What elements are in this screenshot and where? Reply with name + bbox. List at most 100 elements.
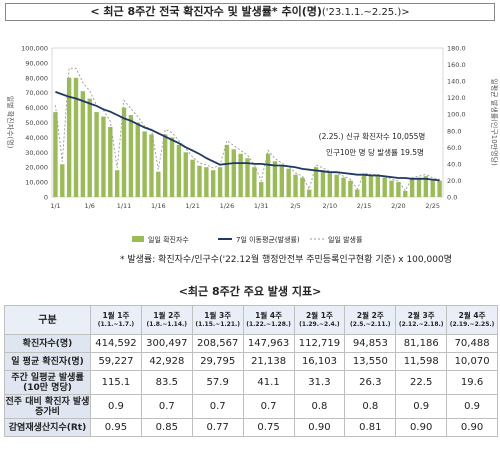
daily-cases-bar [204,167,209,197]
daily-cases-bar [423,176,429,197]
daily-cases-bar [361,174,367,197]
table-cell: 94,853 [344,334,397,353]
right-tick-label: 120.0 [447,94,466,102]
daily-cases-bar [197,165,202,197]
table-cell: 208,567 [191,334,244,353]
table-cell: 414,592 [90,334,142,353]
table-cell: 42,928 [140,352,193,371]
right-axis-label: 일평균 발생률(인구10만명당) [490,78,499,166]
daily-cases-chart: 일별 확진자수(명) 일평균 발생률(인구10만명당) 0 10,000 20,00… [6,45,499,245]
daily-cases-bar [108,126,113,197]
moving-average-line [55,91,440,182]
daily-cases-bar [286,168,291,197]
col-range: (1.22.~1.28.) [246,321,291,328]
x-tick-label: 1/1 [50,202,60,210]
x-tick-label: 2/25 [425,202,440,210]
table-cell: 112,719 [293,334,346,353]
table-cell: 0.9 [395,394,448,419]
daily-cases-bar [389,180,394,197]
col-week: 1월 1주 [102,311,130,320]
left-tick-label: 20,000 [25,164,48,172]
left-tick-label: 70,000 [25,89,48,97]
daily-cases-bar [128,115,134,197]
left-tick-label: 100,000 [21,45,48,53]
indicator-table: 구분 1월 1주 (1.1.~1.7.) 1월 2주 (1.8.~1.14.) 1월… [4,305,498,437]
col-week: 2월 2주 [356,311,384,320]
daily-cases-bar [176,144,182,197]
table-cell: 0.95 [90,418,142,437]
col-range: (1.29.~2.4.) [299,321,340,328]
daily-cases-bar [245,158,250,197]
daily-cases-bar [341,177,346,197]
table-cell: 0.7 [242,394,295,419]
right-tick-label: 180.0 [447,45,466,53]
daily-cases-bar [238,153,243,197]
daily-cases-bar [348,180,353,197]
col-header: 1월 4주 (1.22.~1.28.) [242,305,295,335]
left-axis-label: 일별 확진자수(명) [6,96,15,149]
table-row: 주간 일평균 발생률(10만 명당) 115.1 83.5 57.9 41.1 … [4,370,498,395]
daily-cases-bar [101,116,106,197]
row-label: 전주 대비 확진자 발생 증가비 [4,394,91,419]
col-header: 1월 2주 (1.8.~1.14.) [140,305,193,335]
table-cell: 21,138 [242,352,295,371]
table-cell: 83.5 [140,370,193,395]
table-row: 전주 대비 확진자 발생 증가비 0.9 0.7 0.7 0.7 0.8 0.8… [4,394,498,419]
daily-cases-bar [375,176,381,197]
daily-cases-bar [80,91,86,197]
daily-cases-bar [259,182,264,197]
col-header: 1월 3주 (1.15.~1.21.) [191,305,244,335]
daily-cases-bar [293,174,298,197]
table-cell: 0.7 [140,394,193,419]
col-range: (1.15.~1.21.) [195,321,241,328]
col-week: 1월 3주 [204,311,232,320]
table-cell: 31.3 [293,370,346,395]
daily-cases-bar [73,77,79,197]
chart-title: < 최근 8주간 전국 확진자수 및 발생률* 추이(명)('23.1.1.~2… [5,3,495,21]
row-label: 주간 일평균 발생률(10만 명당) [4,370,91,395]
col-week: 1월 2주 [153,311,181,320]
x-tick-label: 1/6 [84,202,94,210]
daily-cases-bar [224,144,230,197]
daily-cases-bar [169,137,175,197]
daily-cases-bar [66,77,72,197]
table-cell: 0.85 [140,418,193,437]
x-tick-label: 2/20 [391,202,406,210]
daily-cases-bar [114,170,120,197]
daily-cases-bar [217,167,223,197]
x-tick-label: 1/26 [220,202,235,210]
table-cell: 26.3 [344,370,397,395]
row-label: 감염재생산지수(Rt) [4,418,91,437]
col-header: 2월 4주 (2.19.~2.25.) [446,305,498,335]
daily-cases-bar [430,179,435,197]
daily-cases-bar [313,167,319,197]
table-cell: 11,598 [395,352,448,371]
x-tick-label: 2/5 [290,202,300,210]
x-tick-label: 2/10 [323,202,338,210]
left-tick-label: 0 [44,194,48,202]
table-cell: 19.6 [446,370,498,395]
daily-cases-bar [149,134,154,197]
left-tick-label: 50,000 [25,119,48,127]
right-tick-label: 80.0 [447,127,461,135]
col-header: 1월 1주 (1.1.~1.7.) [90,305,142,335]
chart-annotation: (2.25.) 신규 확진자수 10,055명 인구10만 명 당 발생률 19… [319,131,426,157]
table-title: <최근 8주간 주요 발생 지표> [178,285,322,298]
table-cell: 57.9 [191,370,244,395]
daily-cases-bar [142,131,147,197]
daily-cases-bar [396,182,401,197]
daily-cases-bar [53,112,58,197]
annotation-line-1: (2.25.) 신규 확진자수 10,055명 [319,131,426,141]
daily-cases-bar [368,176,374,197]
col-week: 2월 1주 [306,311,333,320]
table-cell: 0.81 [344,418,397,437]
x-tick-label: 2/15 [357,202,372,210]
daily-cases-bar [416,177,422,197]
right-tick-label: 100.0 [447,111,466,119]
right-tick-label: 160.0 [447,61,466,69]
right-tick-label: 60.0 [447,144,461,152]
legend-swatch-bars [132,236,144,242]
daily-cases-bar [252,167,257,197]
table-cell: 10,070 [446,352,498,371]
chart-title-main: < 최근 8주간 전국 확진자수 및 발생률* 추이(명) [90,5,322,18]
